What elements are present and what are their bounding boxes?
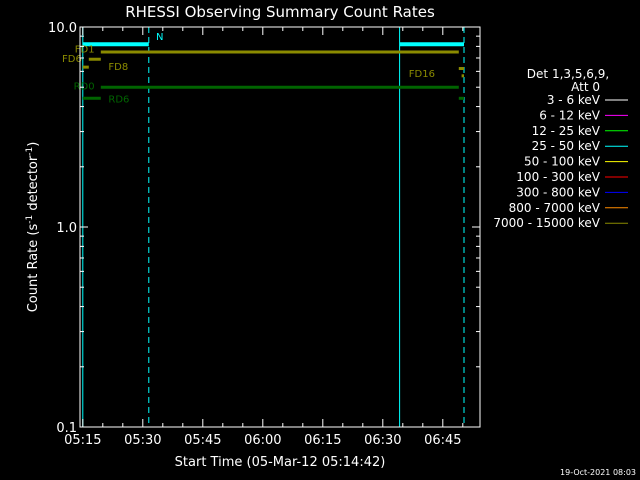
y-label-main: Count Rate (s xyxy=(26,224,41,313)
legend-header-line2: Att 0 xyxy=(571,80,600,94)
legend-label-2: 12 - 25 keV xyxy=(532,124,601,138)
annotation-n: N xyxy=(156,32,163,43)
legend-label-7: 800 - 7000 keV xyxy=(509,201,601,215)
annotation-fd1: FD1 xyxy=(75,45,95,56)
annotation-rd6: RD6 xyxy=(108,94,129,105)
x-tick-label-6: 06:45 xyxy=(424,433,461,448)
legend-label-6: 300 - 800 keV xyxy=(516,185,600,199)
y-tick-label-0: 0.1 xyxy=(56,421,77,436)
x-tick-label-1: 05:30 xyxy=(124,433,161,448)
annotation-fd6: FD6 xyxy=(62,54,82,65)
annotation-fd8: FD8 xyxy=(108,62,128,73)
footer-timestamp: 19-Oct-2021 08:03 xyxy=(560,468,636,477)
y-label-mid: detector xyxy=(26,155,41,215)
x-axis: 05:15 05:30 05:45 06:00 06:15 06:30 06:45 xyxy=(64,27,464,448)
legend-label-5: 100 - 300 keV xyxy=(516,170,600,184)
legend-label-0: 3 - 6 keV xyxy=(547,93,601,107)
x-tick-label-0: 05:15 xyxy=(64,433,101,448)
legend-label-4: 50 - 100 keV xyxy=(524,155,601,169)
y-tick-label-1: 1.0 xyxy=(56,221,77,236)
y-label-sup2: -1 xyxy=(25,147,35,156)
legend-header-line1: Det 1,3,5,6,9, xyxy=(527,67,609,81)
y-tick-label-2: 10.0 xyxy=(48,21,77,36)
legend-label-1: 6 - 12 keV xyxy=(539,108,601,122)
x-tick-label-4: 06:15 xyxy=(304,433,341,448)
y-axis: 0.1 1.0 10.0 xyxy=(48,21,480,436)
annotation-fd16: FD16 xyxy=(409,69,435,80)
x-tick-label-5: 06:30 xyxy=(364,433,401,448)
y-label-sup1: -1 xyxy=(25,215,35,224)
chart-title: RHESSI Observing Summary Count Rates xyxy=(125,3,435,21)
legend-label-3: 25 - 50 keV xyxy=(532,139,601,153)
x-tick-label-2: 05:45 xyxy=(184,433,221,448)
y-axis-label: Count Rate (s-1 detector-1) xyxy=(25,142,41,313)
x-tick-label-3: 06:00 xyxy=(244,433,281,448)
legend-label-8: 7000 - 15000 keV xyxy=(493,216,600,230)
x-axis-label: Start Time (05-Mar-12 05:14:42) xyxy=(175,455,386,470)
y-label-end: ) xyxy=(26,142,41,147)
annotation-rd0: RD0 xyxy=(74,81,95,92)
